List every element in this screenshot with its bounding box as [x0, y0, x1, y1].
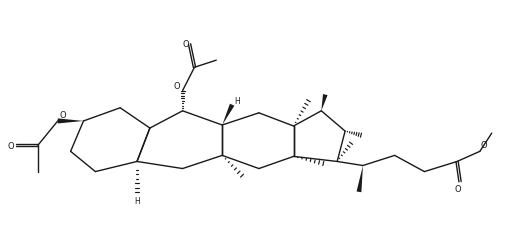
Polygon shape	[222, 104, 234, 125]
Text: O: O	[60, 110, 66, 119]
Text: H: H	[234, 96, 240, 105]
Text: O: O	[182, 40, 189, 49]
Polygon shape	[356, 166, 363, 193]
Text: O: O	[481, 140, 487, 149]
Text: H: H	[134, 196, 140, 205]
Polygon shape	[321, 95, 327, 111]
Text: O: O	[455, 184, 462, 193]
Text: O: O	[7, 141, 14, 150]
Polygon shape	[57, 119, 83, 124]
Text: O: O	[174, 81, 181, 90]
